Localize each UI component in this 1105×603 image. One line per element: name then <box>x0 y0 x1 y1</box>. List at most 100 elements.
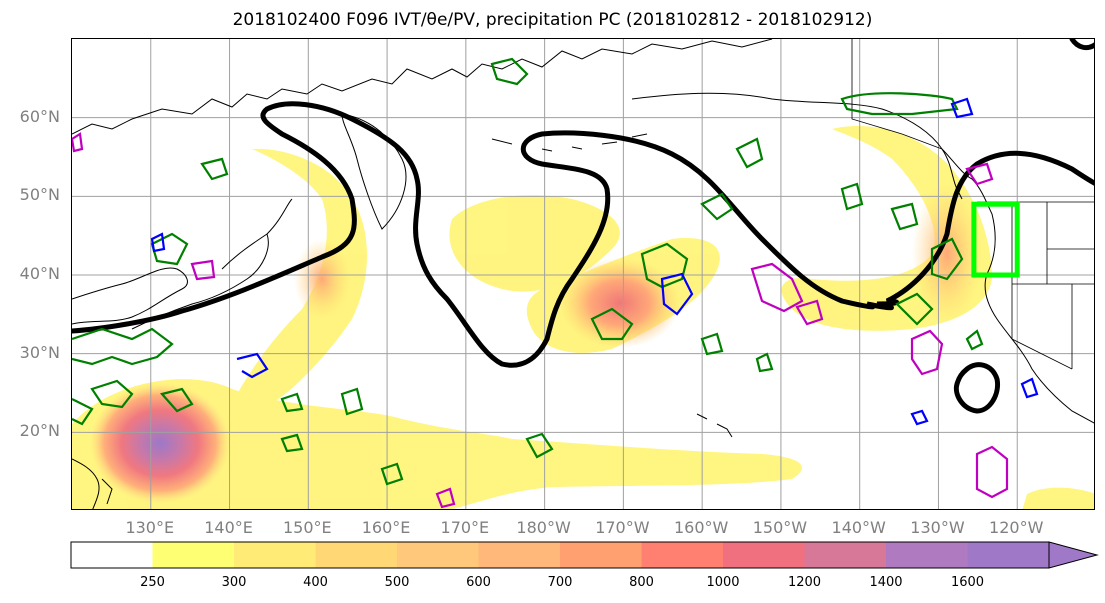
pv-green-3 <box>150 232 189 266</box>
pv-green-14 <box>590 307 634 341</box>
pv-magenta-3 <box>795 299 824 326</box>
ivt-core-nepac <box>912 184 982 324</box>
theta-e-main <box>72 101 1094 368</box>
pv-blue-6 <box>1020 377 1039 399</box>
colorbar-segment <box>315 542 398 568</box>
pv-green-7 <box>159 387 194 413</box>
colorbar-segment <box>804 542 887 568</box>
colorbar-extend-arrow <box>1048 541 1099 569</box>
pv-green-10 <box>340 387 364 416</box>
pv-magenta-7 <box>435 487 456 509</box>
pv-green-16 <box>735 137 764 169</box>
colorbar-segment <box>234 542 316 568</box>
colorbar-tick-label: 500 <box>384 575 410 590</box>
pv-green-24 <box>755 352 774 373</box>
map-canvas <box>72 39 1094 509</box>
pv-magenta-5 <box>965 162 994 186</box>
latitude-label: 50°N <box>19 185 60 205</box>
colorbar-segment <box>967 542 1050 568</box>
latitude-label: 60°N <box>19 106 60 126</box>
longitude-label: 170°W <box>595 518 650 537</box>
pv-green-2 <box>200 157 229 181</box>
colorbar-segment <box>886 542 968 568</box>
longitude-label: 140°W <box>831 518 886 537</box>
colorbar-tick-label: 400 <box>303 575 328 590</box>
colorbar-tick-label: 250 <box>140 575 165 590</box>
pv-green-13 <box>640 242 689 289</box>
pv-blue-1 <box>150 232 166 253</box>
colorbar-tick-label: 1400 <box>869 575 903 590</box>
coast-korea-china <box>72 267 188 325</box>
pv-green-4 <box>72 327 174 366</box>
pv-magenta-1 <box>190 259 216 281</box>
pv-green-21 <box>895 292 934 326</box>
pv-green-9 <box>280 433 304 453</box>
ivt-band-westpac <box>222 148 367 424</box>
longitude-label: 120°W <box>989 518 1044 537</box>
latitude-label: 40°N <box>19 264 60 283</box>
pv-green-20 <box>930 237 964 281</box>
pv-blue-contours <box>150 97 1039 426</box>
pv-green-19 <box>890 202 919 231</box>
pv-blue-5 <box>950 97 974 119</box>
pv-magenta-8 <box>72 132 84 153</box>
pv-green-5 <box>90 379 134 409</box>
colorbar-outline <box>70 541 1050 569</box>
coast-alaska <box>631 92 963 200</box>
ivt-core-typhoon <box>90 383 230 503</box>
latitude-label: 30°N <box>19 342 60 362</box>
longitude-label: 160°E <box>361 518 411 537</box>
colorbar-tick-label: 600 <box>466 575 491 590</box>
pv-green-23 <box>700 332 724 356</box>
border-canada-alaska <box>851 39 943 150</box>
colorbar-segment <box>71 542 153 568</box>
chart-title: 2018102400 F096 IVT/θe/PV, precipitation… <box>232 10 873 30</box>
colorbar-tick-label: 1200 <box>787 575 822 590</box>
colorbar-segment <box>560 542 642 568</box>
latitude-label: 20°N <box>19 421 60 441</box>
colorbar-tick-label: 1000 <box>706 575 740 590</box>
ivt-core-westpac <box>294 239 350 319</box>
precipitation-region-box <box>971 201 1020 278</box>
theta-e-loop-se <box>953 362 1001 414</box>
colorbar-tick-label: 1600 <box>950 575 985 590</box>
coast-hawaii <box>696 413 733 438</box>
pv-green-12 <box>525 432 554 459</box>
pv-magenta-2 <box>750 262 804 313</box>
pv-magenta-6 <box>975 445 1009 499</box>
pv-magenta-4 <box>910 329 944 376</box>
longitude-label: 170°E <box>440 518 490 537</box>
longitude-label: 160°W <box>673 518 729 537</box>
pv-green-15 <box>700 192 734 221</box>
pv-green-6 <box>72 398 94 426</box>
pv-green-17 <box>840 182 864 211</box>
colorbar-tick-label: 300 <box>221 575 247 590</box>
longitude-label: 140°E <box>204 518 253 537</box>
theta-e-contours <box>72 39 1094 414</box>
colorbar-segment <box>723 542 805 568</box>
longitude-label: 130°W <box>910 518 965 537</box>
graticule <box>72 39 1094 509</box>
pv-green-11 <box>380 462 404 486</box>
border-states <box>1011 202 1094 370</box>
map-panel <box>71 38 1095 510</box>
coast-aleutians <box>491 133 648 152</box>
coast-taiwan-phil <box>72 458 113 509</box>
pv-green-22 <box>965 329 984 351</box>
longitude-label: 150°W <box>752 518 808 537</box>
pv-blue-3 <box>660 272 694 316</box>
colorbar-segment <box>478 542 561 568</box>
pv-green-18 <box>840 92 959 116</box>
longitude-label: 130°E <box>125 518 175 537</box>
pv-blue-4 <box>910 409 929 426</box>
colorbar-segment <box>641 542 724 568</box>
coast-asia <box>72 39 773 135</box>
pv-blue-2 <box>236 352 269 379</box>
ivt-band-tail <box>1022 487 1094 509</box>
colorbar-segment <box>152 542 235 568</box>
ivt-shading <box>72 125 1094 509</box>
pv-green-1 <box>490 57 529 86</box>
colorbar-segment <box>397 542 479 568</box>
longitude-label: 180°W <box>516 518 571 537</box>
colorbar <box>70 541 1099 569</box>
